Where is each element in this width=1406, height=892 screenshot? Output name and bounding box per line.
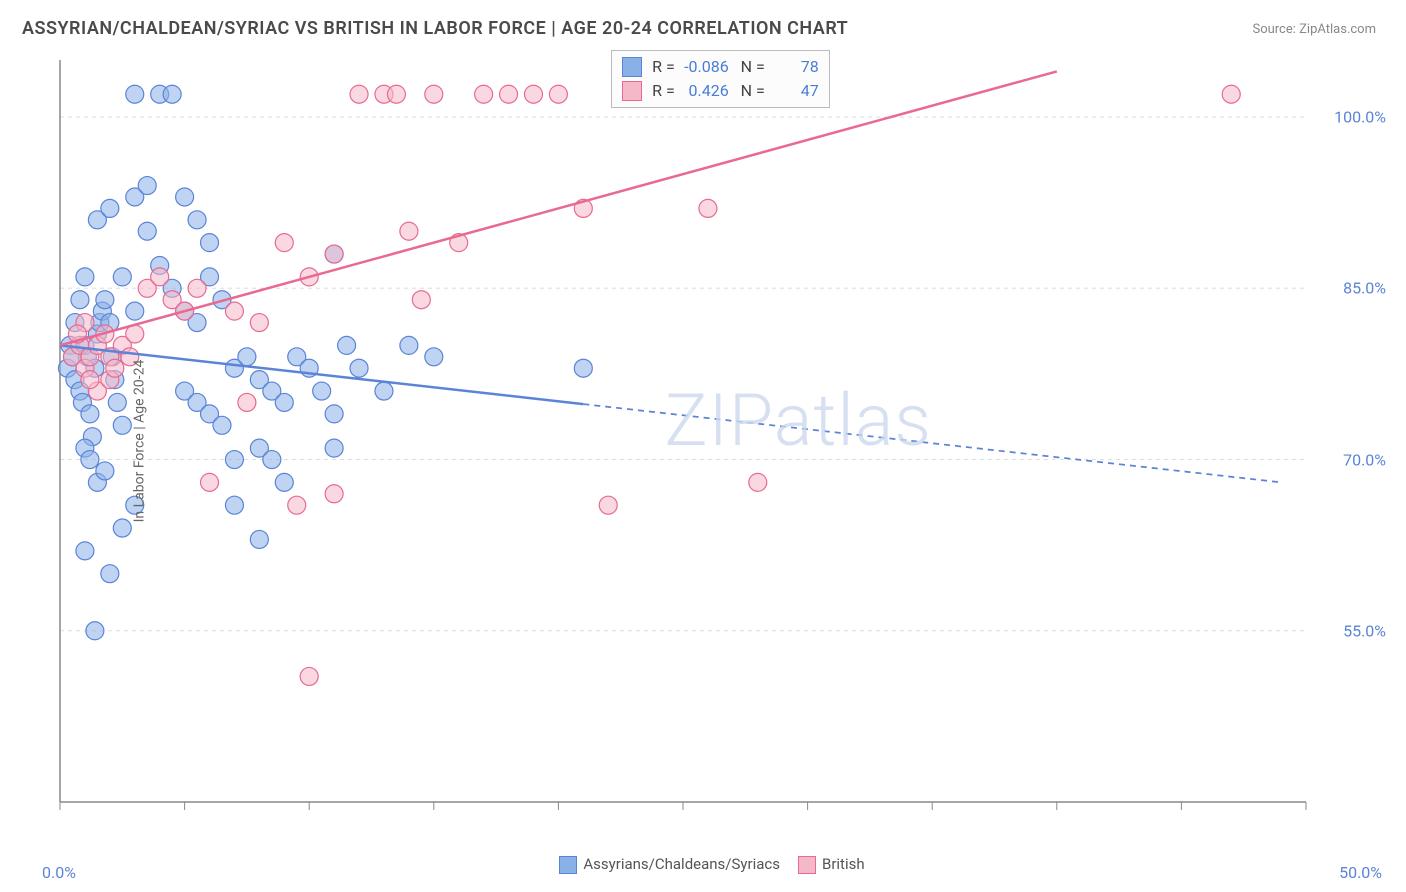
chart-title: ASSYRIAN/CHALDEAN/SYRIAC VS BRITISH IN L… [22, 18, 848, 39]
stats-row: R = 0.426 N = 47 [622, 79, 819, 103]
y-tick-label: 85.0% [1337, 279, 1386, 298]
legend-swatch [798, 856, 816, 874]
series-swatch [622, 81, 642, 101]
series-swatch [622, 57, 642, 77]
stats-row: R = -0.086 N = 78 [622, 55, 819, 79]
source-label: Source: ZipAtlas.com [1252, 22, 1376, 37]
y-tick-label: 70.0% [1337, 450, 1386, 469]
legend-swatch [559, 856, 577, 874]
y-tick-label: 55.0% [1337, 621, 1386, 640]
y-tick-label: 100.0% [1328, 108, 1386, 127]
stats-text: R = 0.426 N = 47 [652, 79, 819, 103]
stats-text: R = -0.086 N = 78 [652, 55, 819, 79]
scatter-chart [50, 50, 1386, 832]
plot-area: In Labor Force | Age 20-24 ZIPatlas 55.0… [50, 50, 1386, 832]
legend-label: Assyrians/Chaldeans/Syriacs [583, 855, 780, 873]
stats-legend: R = -0.086 N = 78R = 0.426 N = 47 [611, 50, 830, 108]
y-axis-label: In Labor Force | Age 20-24 [131, 360, 147, 523]
legend-label: British [822, 855, 865, 873]
footer-legend: Assyrians/Chaldeans/Syriacs British [0, 855, 1406, 874]
